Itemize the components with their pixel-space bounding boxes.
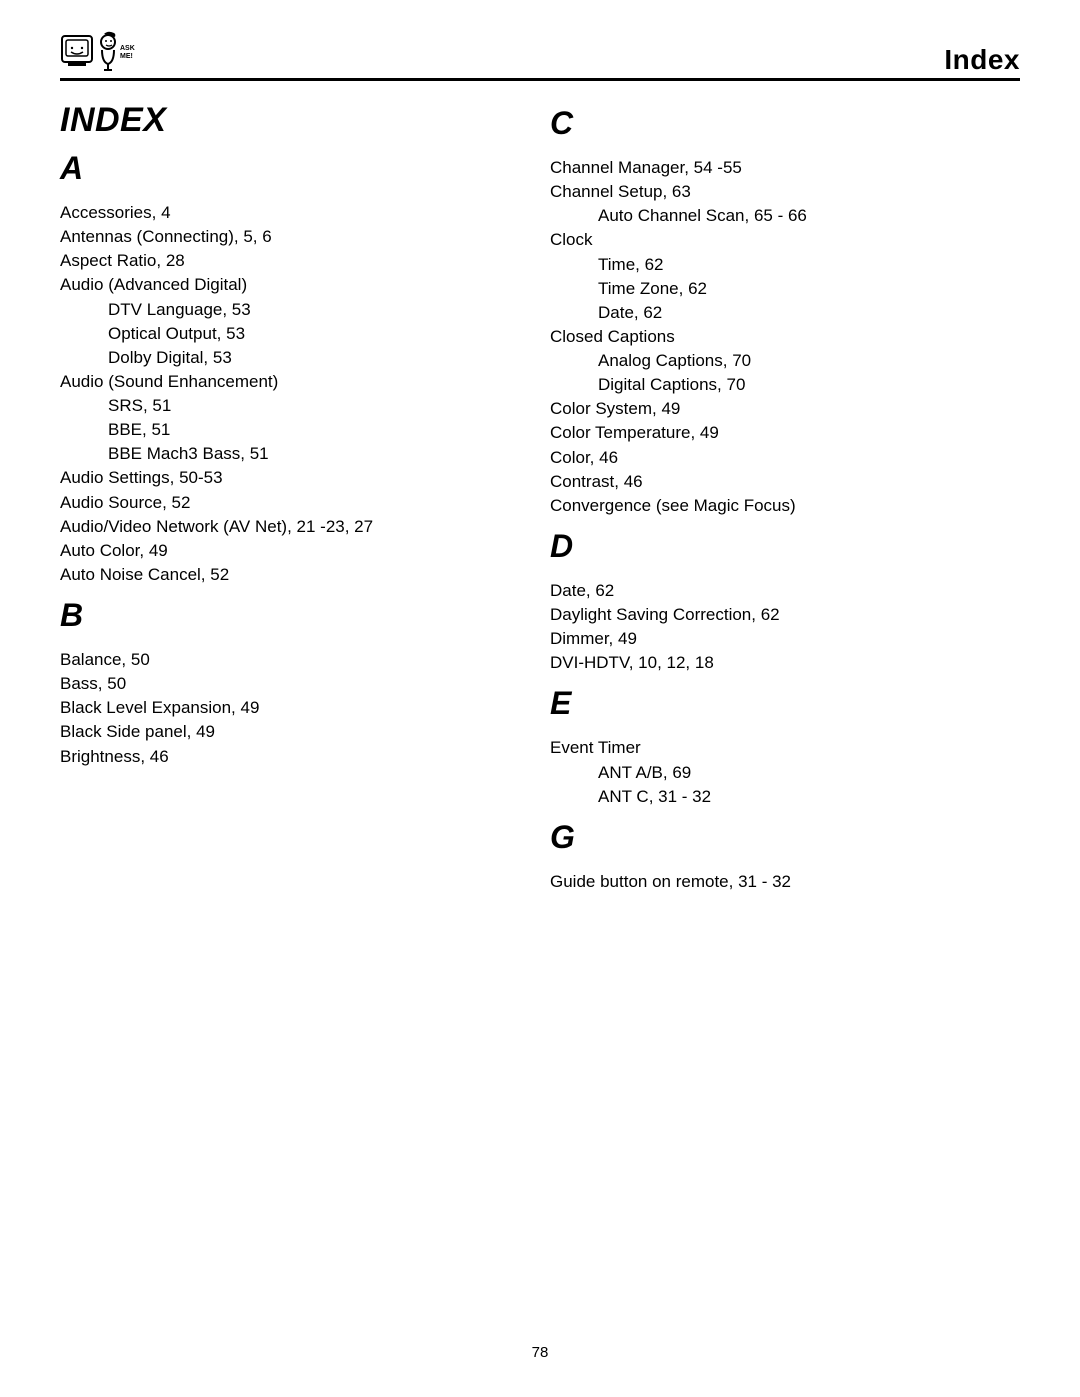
index-entry: Date, 62 bbox=[550, 579, 1020, 603]
index-entry: Dimmer, 49 bbox=[550, 627, 1020, 651]
index-entry: Auto Noise Cancel, 52 bbox=[60, 563, 530, 587]
index-entry: Dolby Digital, 53 bbox=[60, 346, 530, 370]
index-entry: Time, 62 bbox=[550, 253, 1020, 277]
section-letter: G bbox=[550, 819, 1020, 856]
section-entries: Event TimerANT A/B, 69ANT C, 31 - 32 bbox=[550, 736, 1020, 808]
header: ASK ME! Index bbox=[60, 28, 1020, 81]
index-entry: Audio (Sound Enhancement) bbox=[60, 370, 530, 394]
section-letter: A bbox=[60, 150, 530, 187]
index-entry: Black Side panel, 49 bbox=[60, 720, 530, 744]
index-entry: Clock bbox=[550, 228, 1020, 252]
section-letter: E bbox=[550, 685, 1020, 722]
index-entry: Analog Captions, 70 bbox=[550, 349, 1020, 373]
section-entries: Guide button on remote, 31 - 32 bbox=[550, 870, 1020, 894]
ask-me-logo: ASK ME! bbox=[60, 28, 138, 76]
right-column: C Channel Manager, 54 -55Channel Setup, 6… bbox=[550, 95, 1020, 894]
index-entry: Channel Manager, 54 -55 bbox=[550, 156, 1020, 180]
page: ASK ME! Index INDEX A Accessories, 4Anten… bbox=[0, 0, 1080, 1397]
index-entry: Color Temperature, 49 bbox=[550, 421, 1020, 445]
index-entry: BBE Mach3 Bass, 51 bbox=[60, 442, 530, 466]
index-entry: Closed Captions bbox=[550, 325, 1020, 349]
index-entry: Auto Color, 49 bbox=[60, 539, 530, 563]
index-entry: Audio/Video Network (AV Net), 21 -23, 27 bbox=[60, 515, 530, 539]
index-entry: Audio Source, 52 bbox=[60, 491, 530, 515]
index-entry: Guide button on remote, 31 - 32 bbox=[550, 870, 1020, 894]
index-entry: Brightness, 46 bbox=[60, 745, 530, 769]
index-heading: INDEX bbox=[60, 101, 530, 140]
index-entry: Event Timer bbox=[550, 736, 1020, 760]
index-entry: DTV Language, 53 bbox=[60, 298, 530, 322]
index-entry: Daylight Saving Correction, 62 bbox=[550, 603, 1020, 627]
index-entry: BBE, 51 bbox=[60, 418, 530, 442]
index-entry: Color System, 49 bbox=[550, 397, 1020, 421]
index-entry: Balance, 50 bbox=[60, 648, 530, 672]
index-entry: Black Level Expansion, 49 bbox=[60, 696, 530, 720]
section-entries: Channel Manager, 54 -55Channel Setup, 63… bbox=[550, 156, 1020, 518]
section-letter: C bbox=[550, 105, 1020, 142]
index-entry: Channel Setup, 63 bbox=[550, 180, 1020, 204]
index-entry: Aspect Ratio, 28 bbox=[60, 249, 530, 273]
index-sections-left: A Accessories, 4Antennas (Connecting), 5,… bbox=[60, 150, 530, 769]
index-entry: Audio Settings, 50-53 bbox=[60, 466, 530, 490]
index-columns: INDEX A Accessories, 4Antennas (Connectin… bbox=[60, 95, 1020, 894]
svg-text:ME!: ME! bbox=[120, 53, 133, 60]
index-entry: Time Zone, 62 bbox=[550, 277, 1020, 301]
index-entry: Convergence (see Magic Focus) bbox=[550, 494, 1020, 518]
index-entry: Auto Channel Scan, 65 - 66 bbox=[550, 204, 1020, 228]
index-entry: Digital Captions, 70 bbox=[550, 373, 1020, 397]
section-letter: B bbox=[60, 597, 530, 634]
svg-text:ASK: ASK bbox=[120, 45, 135, 52]
index-entry: SRS, 51 bbox=[60, 394, 530, 418]
left-column: INDEX A Accessories, 4Antennas (Connectin… bbox=[60, 95, 530, 894]
index-entry: Contrast, 46 bbox=[550, 470, 1020, 494]
index-entry: Color, 46 bbox=[550, 446, 1020, 470]
index-entry: Accessories, 4 bbox=[60, 201, 530, 225]
section-entries: Balance, 50Bass, 50Black Level Expansion… bbox=[60, 648, 530, 769]
index-entry: DVI-HDTV, 10, 12, 18 bbox=[550, 651, 1020, 675]
header-title: Index bbox=[944, 44, 1020, 76]
index-entry: ANT C, 31 - 32 bbox=[550, 785, 1020, 809]
index-entry: Optical Output, 53 bbox=[60, 322, 530, 346]
index-sections-right: C Channel Manager, 54 -55Channel Setup, 6… bbox=[550, 105, 1020, 894]
index-entry: Date, 62 bbox=[550, 301, 1020, 325]
index-entry: ANT A/B, 69 bbox=[550, 761, 1020, 785]
index-entry: Antennas (Connecting), 5, 6 bbox=[60, 225, 530, 249]
index-entry: Bass, 50 bbox=[60, 672, 530, 696]
page-number: 78 bbox=[0, 1344, 1080, 1361]
section-entries: Date, 62Daylight Saving Correction, 62Di… bbox=[550, 579, 1020, 676]
section-entries: Accessories, 4Antennas (Connecting), 5, … bbox=[60, 201, 530, 587]
index-entry: Audio (Advanced Digital) bbox=[60, 273, 530, 297]
section-letter: D bbox=[550, 528, 1020, 565]
